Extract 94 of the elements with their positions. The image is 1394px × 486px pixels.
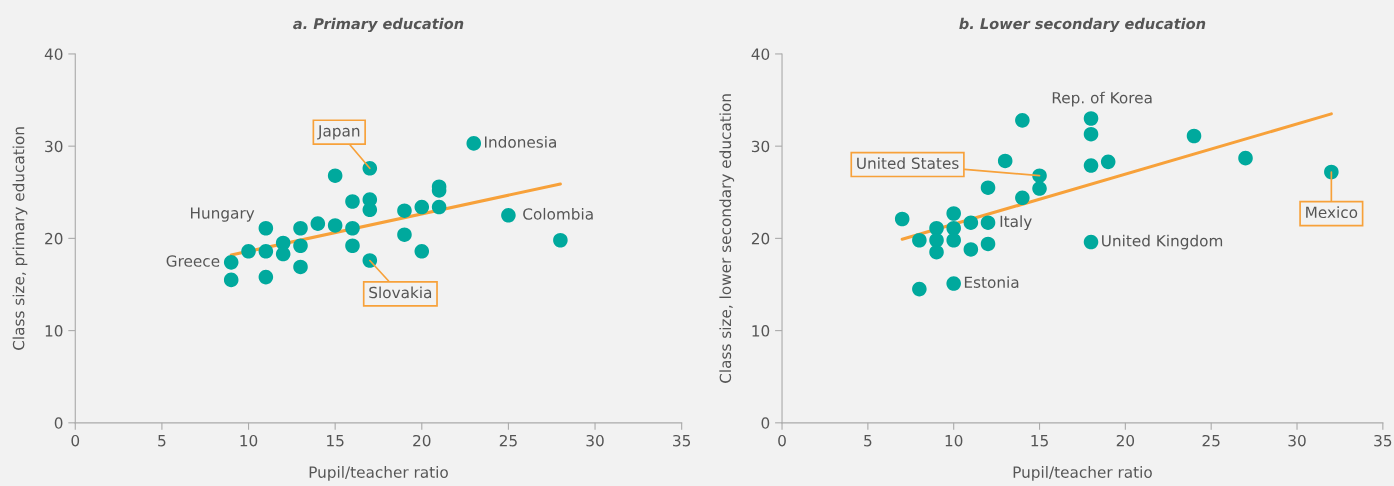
point — [241, 244, 256, 259]
y-tick-label: 40 — [751, 48, 770, 60]
point — [397, 203, 412, 218]
point — [362, 202, 378, 218]
point — [963, 215, 979, 230]
point — [946, 206, 961, 221]
point — [258, 269, 274, 285]
chart-title: b. Lower secondary education — [959, 17, 1206, 33]
point — [345, 238, 360, 254]
annotation: Mexico — [1306, 206, 1358, 219]
point — [223, 255, 239, 270]
y-tick-label: 20 — [751, 232, 770, 245]
point — [293, 220, 308, 236]
point — [1083, 234, 1099, 250]
annotation: Estonia — [964, 276, 1019, 288]
point — [327, 168, 343, 183]
point — [1238, 150, 1253, 166]
x-tick-label: 0 — [778, 434, 786, 447]
annotation: Hungary — [191, 207, 255, 222]
x-tick-label: 0 — [71, 434, 80, 447]
x-tick-label: 30 — [586, 434, 604, 447]
point — [929, 244, 944, 260]
point — [362, 161, 378, 176]
point — [1186, 128, 1202, 144]
annotation: United Kingdom — [1102, 234, 1223, 250]
point — [293, 259, 308, 275]
point — [310, 216, 326, 231]
point — [327, 218, 343, 233]
point — [980, 215, 996, 230]
point — [912, 232, 927, 248]
annotation: Greece — [166, 255, 220, 267]
y-tick-label: 20 — [45, 232, 63, 245]
y-axis-title: Class size, primary education — [12, 127, 28, 350]
x-tick-label: 35 — [673, 434, 691, 447]
y-tick-label: 30 — [751, 140, 770, 153]
point — [553, 232, 568, 248]
point — [397, 227, 412, 242]
point — [1324, 164, 1339, 180]
point — [431, 199, 447, 215]
annotation: Italy — [1000, 215, 1032, 231]
point — [414, 244, 430, 259]
point — [501, 208, 516, 223]
annotation: Rep. of Korea — [1052, 91, 1152, 107]
point — [414, 199, 430, 215]
annotation: Slovakia — [369, 286, 432, 299]
point — [1015, 190, 1030, 206]
x-tick-label: 20 — [1116, 434, 1135, 447]
x-tick-label: 10 — [945, 434, 963, 447]
point — [1083, 111, 1099, 126]
x-tick-label: 15 — [1031, 435, 1048, 447]
y-tick-label: 0 — [761, 417, 770, 429]
point — [1015, 113, 1030, 128]
annotation: United States — [857, 157, 959, 169]
point — [963, 242, 979, 257]
y-tick-label: 30 — [45, 140, 63, 153]
point — [912, 281, 927, 297]
x-axis-title: Pupil/teacher ratio — [309, 466, 448, 481]
point — [946, 276, 961, 291]
point — [275, 246, 291, 262]
point — [894, 211, 910, 227]
x-tick-label: 10 — [240, 434, 258, 447]
point — [1083, 126, 1099, 142]
x-tick-label: 25 — [1202, 434, 1220, 447]
annotation: Japan — [317, 125, 360, 140]
annotation: Colombia — [523, 207, 593, 220]
x-tick-label: 5 — [864, 435, 872, 447]
point — [980, 236, 996, 252]
point — [258, 244, 274, 259]
point — [997, 153, 1013, 169]
chart-title: a. Primary education — [293, 17, 464, 33]
point — [1083, 158, 1099, 173]
point — [1032, 181, 1047, 196]
point — [1100, 154, 1116, 170]
x-tick-label: 20 — [413, 434, 431, 447]
x-tick-label: 15 — [327, 435, 344, 447]
point — [258, 220, 274, 236]
annotation: Indonesia — [484, 136, 556, 148]
point — [223, 272, 239, 288]
y-tick-label: 10 — [45, 325, 63, 337]
point — [466, 136, 482, 151]
y-tick-label: 0 — [54, 417, 63, 429]
point — [980, 180, 996, 195]
y-tick-label: 40 — [44, 48, 63, 60]
point — [293, 238, 308, 254]
point — [345, 220, 360, 236]
point — [345, 194, 360, 209]
x-tick-label: 5 — [158, 435, 166, 447]
x-tick-label: 35 — [1374, 434, 1392, 447]
x-tick-label: 25 — [499, 434, 517, 447]
y-tick-label: 10 — [752, 325, 770, 337]
x-tick-label: 30 — [1288, 434, 1306, 447]
y-axis-title: Class size, lower secondary education — [719, 94, 735, 383]
point — [946, 232, 961, 248]
x-axis-title: Pupil/teacher ratio — [1013, 466, 1152, 481]
